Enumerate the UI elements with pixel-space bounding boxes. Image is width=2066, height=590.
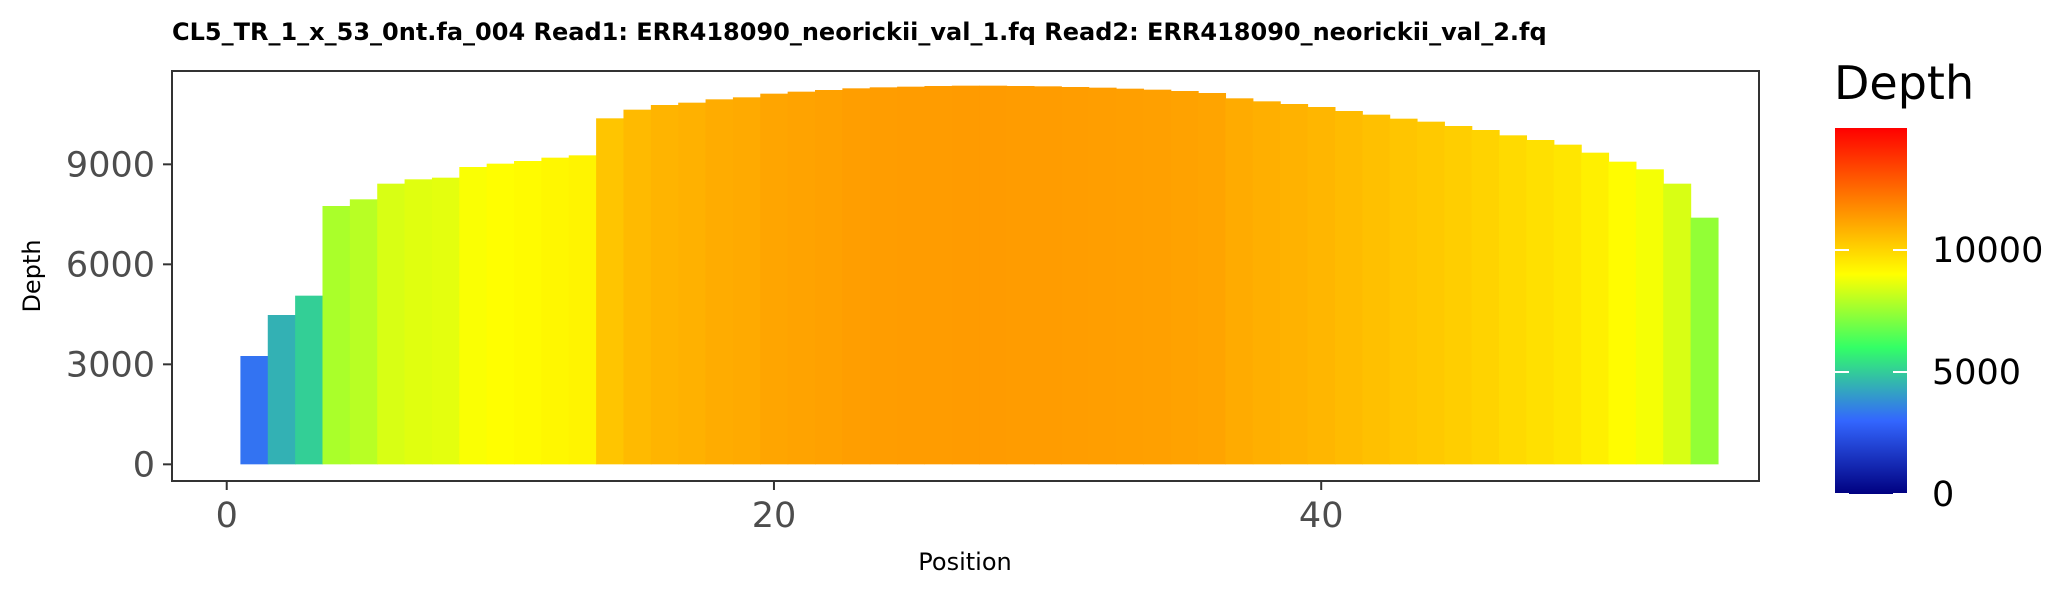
legend-tick-label: 5000: [1932, 353, 2021, 393]
bar: [431, 177, 460, 465]
bar: [1143, 89, 1172, 465]
legend-tick-label: 10000: [1932, 231, 2043, 271]
bar: [267, 315, 296, 465]
bar: [650, 105, 679, 465]
bar: [1307, 107, 1336, 465]
x-axis: 0 20 40: [216, 481, 1344, 536]
bar: [842, 88, 871, 465]
bar: [1170, 91, 1199, 465]
legend-colorbar: [1835, 128, 1907, 494]
bar: [240, 356, 269, 465]
bar: [705, 99, 734, 465]
bar: [1061, 87, 1090, 465]
bar: [1471, 130, 1500, 465]
bar: [459, 167, 488, 465]
bars-layer: [240, 85, 1719, 465]
x-axis-title: Position: [918, 548, 1011, 576]
bar: [1334, 111, 1363, 465]
bar: [869, 87, 898, 465]
bar: [678, 102, 707, 465]
y-tick-label: 3000: [66, 345, 155, 385]
bar: [1526, 140, 1555, 465]
bar: [787, 91, 816, 465]
plot-panel-border: [171, 70, 1760, 482]
bar: [979, 85, 1008, 465]
bar: [541, 157, 570, 465]
bar: [1033, 86, 1062, 465]
legend-title: Depth: [1834, 56, 1974, 110]
bar: [1198, 93, 1227, 465]
bar: [1389, 118, 1418, 465]
bar: [322, 206, 351, 465]
color-legend: Depth 0 5000 10000: [1834, 56, 2043, 515]
bar: [815, 90, 843, 465]
bar: [1416, 121, 1445, 465]
bar: [1088, 87, 1117, 465]
bar: [1444, 126, 1473, 465]
bar: [1499, 135, 1528, 465]
bar: [486, 163, 515, 465]
bar: [1280, 104, 1309, 465]
y-axis: 0 3000 6000 9000: [66, 145, 172, 485]
y-tick-label: 6000: [66, 245, 155, 285]
bar: [760, 93, 789, 465]
bar: [623, 109, 652, 465]
bar: [568, 155, 597, 465]
bar: [1581, 152, 1610, 465]
y-tick-label: 9000: [66, 145, 155, 185]
bar: [1635, 169, 1664, 465]
y-tick-label: 0: [133, 445, 155, 485]
legend-tick-label: 0: [1932, 475, 1954, 515]
bar: [1252, 101, 1281, 465]
bar: [1006, 86, 1035, 465]
bar: [924, 86, 953, 465]
x-tick-label: 20: [752, 496, 797, 536]
bar: [596, 118, 625, 465]
bar: [514, 161, 542, 465]
chart-title: CL5_TR_1_x_53_0nt.fa_004 Read1: ERR41809…: [172, 18, 1547, 46]
bar: [951, 85, 980, 465]
bar: [732, 97, 761, 465]
bar: [1225, 98, 1254, 465]
bar: [404, 179, 433, 465]
bar: [1608, 161, 1637, 465]
bar: [1362, 114, 1391, 465]
bar: [897, 86, 926, 465]
bar: [1553, 144, 1582, 465]
x-tick-label: 0: [216, 496, 238, 536]
bar: [1115, 88, 1144, 465]
bar: [295, 295, 324, 465]
bar: [377, 183, 406, 465]
bar: [349, 199, 378, 465]
x-tick-label: 40: [1299, 496, 1344, 536]
bar: [1690, 217, 1719, 465]
y-axis-title: Depth: [18, 239, 46, 312]
bar: [1663, 183, 1692, 465]
